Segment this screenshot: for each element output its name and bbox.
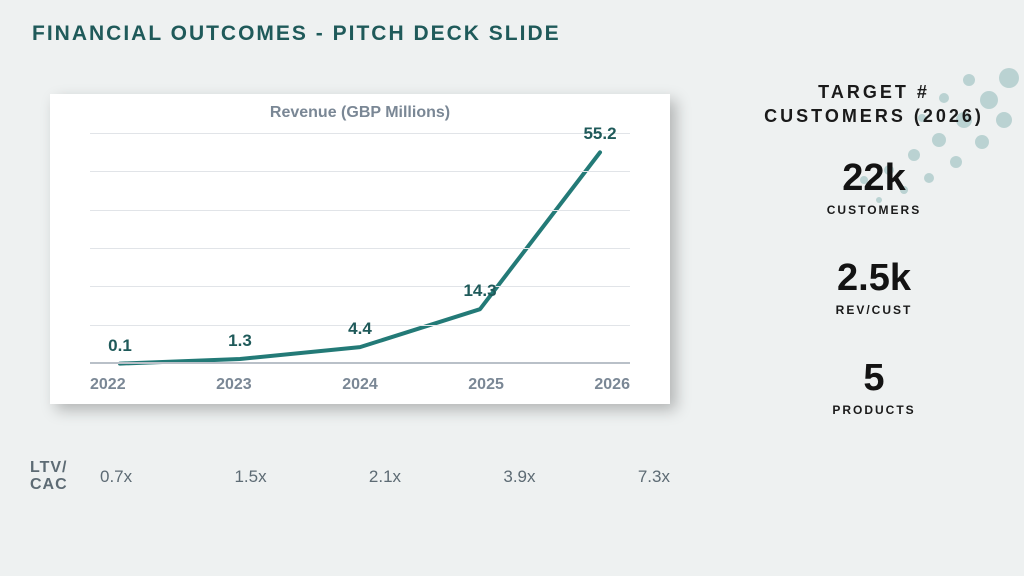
grid-line xyxy=(90,286,630,287)
x-axis-labels: 2022 2023 2024 2025 2026 xyxy=(90,376,630,394)
metric-label: REV/CUST xyxy=(724,303,1024,317)
data-point-label: 0.1 xyxy=(108,336,132,356)
data-point-label: 1.3 xyxy=(228,331,252,351)
targets-panel: TARGET #CUSTOMERS (2026) 22k CUSTOMERS 2.5… xyxy=(724,80,1024,459)
target-metric: 2.5k REV/CUST xyxy=(724,259,1024,317)
slide-title: FINANCIAL OUTCOMES - PITCH DECK SLIDE xyxy=(32,22,561,46)
ltv-cac-value: 2.1x xyxy=(369,467,401,487)
chart-plot-area: 0.11.34.414.355.2 xyxy=(90,134,630,364)
ltv-cac-value: 7.3x xyxy=(638,467,670,487)
ltv-cac-values: 0.7x 1.5x 2.1x 3.9x 7.3x xyxy=(90,467,680,487)
metric-label: PRODUCTS xyxy=(724,403,1024,417)
x-axis-label: 2022 xyxy=(90,376,126,394)
chart-title: Revenue (GBP Millions) xyxy=(50,104,670,122)
metric-value: 22k xyxy=(724,159,1024,197)
x-axis-label: 2024 xyxy=(342,376,378,394)
ltv-cac-label: LTV/CAC xyxy=(30,460,90,494)
target-metric: 22k CUSTOMERS xyxy=(724,159,1024,217)
data-point-label: 4.4 xyxy=(348,319,372,339)
metric-value: 5 xyxy=(724,359,1024,397)
metric-label: CUSTOMERS xyxy=(724,203,1024,217)
target-metric: 5 PRODUCTS xyxy=(724,359,1024,417)
grid-line xyxy=(90,171,630,172)
x-axis xyxy=(90,362,630,364)
targets-header: TARGET #CUSTOMERS (2026) xyxy=(724,80,1024,129)
ltv-cac-value: 0.7x xyxy=(100,467,132,487)
x-axis-label: 2023 xyxy=(216,376,252,394)
x-axis-label: 2026 xyxy=(594,376,630,394)
metric-value: 2.5k xyxy=(724,259,1024,297)
ltv-cac-value: 1.5x xyxy=(234,467,266,487)
data-point-label: 55.2 xyxy=(583,124,616,144)
grid-line xyxy=(90,248,630,249)
ltv-cac-value: 3.9x xyxy=(503,467,535,487)
x-axis-label: 2025 xyxy=(468,376,504,394)
grid-line xyxy=(90,133,630,134)
grid-line xyxy=(90,210,630,211)
revenue-chart-card: Revenue (GBP Millions) 0.1 1.3 4.4 14.3 55.2… xyxy=(50,94,670,404)
data-point-label: 14.3 xyxy=(463,281,496,301)
ltv-cac-row: LTV/CAC 0.7x 1.5x 2.1x 3.9x 7.3x xyxy=(30,460,680,494)
